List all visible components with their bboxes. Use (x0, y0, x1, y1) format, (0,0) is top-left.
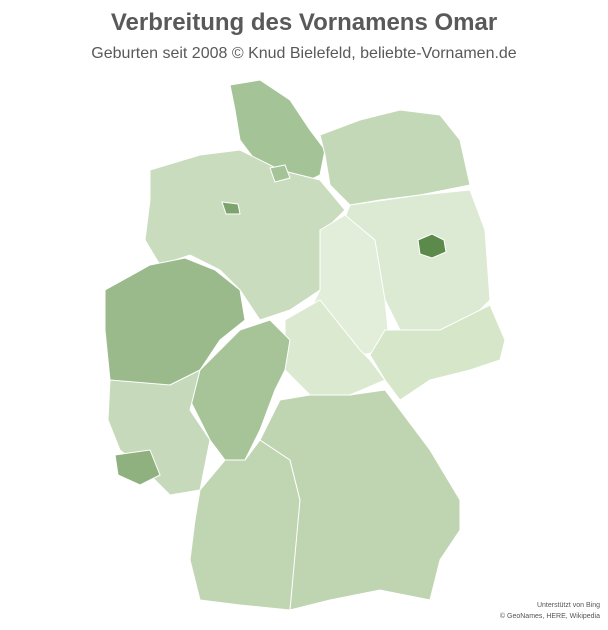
title: Verbreitung des Vornamens Omar (111, 9, 497, 36)
region (221, 201, 241, 215)
attribution: © GeoNames, HERE, Wikipedia (500, 612, 600, 620)
region (319, 109, 471, 206)
region (144, 149, 346, 321)
region (189, 439, 301, 611)
attribution: Unterstützt von Bing (537, 602, 600, 609)
region (114, 449, 161, 486)
region (269, 164, 291, 183)
region (259, 389, 461, 611)
region (417, 233, 447, 259)
subtitle: Geburten seit 2008 © Knud Bielefeld, bel… (91, 45, 517, 62)
region (369, 304, 506, 401)
states (104, 79, 506, 611)
region (284, 299, 386, 396)
region (189, 319, 291, 461)
